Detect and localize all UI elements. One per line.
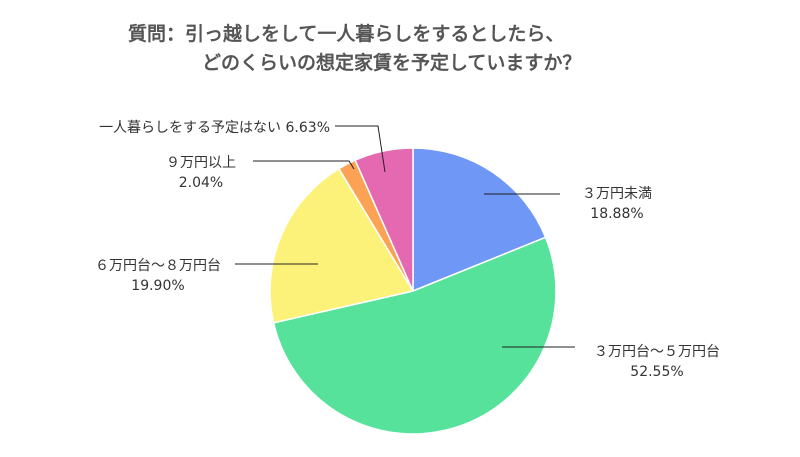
slice-label-under-3man: ３万円未満 [582,186,652,202]
chart-title: 質問：引っ越しをして一人暮らしをするとしたら、 どのくらいの想定家賃を予定してい… [128,20,581,78]
slice-label-6man-8man: ６万円台〜８万円台 [95,258,221,274]
slice-value-under-3man: 18.88% [590,206,643,222]
leader-line-over-9man [253,160,355,170]
slice-label-no-plan-name: 一人暮らしをする予定はない [99,120,281,136]
slice-value-3man-5man: 52.55% [630,364,683,380]
slice-value-no-plan: 6.63% [286,120,330,136]
slice-label-3man-5man: ３万円台〜５万円台 [594,344,720,360]
leader-lines [235,125,575,348]
pie-slice-no-plan [354,147,414,292]
slice-label-over-9man: ９万円以上 [166,155,236,171]
pie-slice-under-3man [412,147,547,293]
pie-slice-3man-5man [272,236,557,435]
pie-slice-6man-8man [269,167,415,324]
chart-title-line-1: 質問：引っ越しをして一人暮らしをするとしたら、 [128,23,565,45]
slice-value-over-9man: 2.04% [179,175,223,191]
leader-line-no-plan [335,125,386,173]
slice-value-6man-8man: 19.90% [131,278,184,294]
chart-title-line-2: どのくらいの想定家賃を予定していますか？ [202,52,582,74]
slice-label-no-plan: 一人暮らしをする予定はない 6.63% [99,120,330,136]
pie-slices [269,147,557,435]
